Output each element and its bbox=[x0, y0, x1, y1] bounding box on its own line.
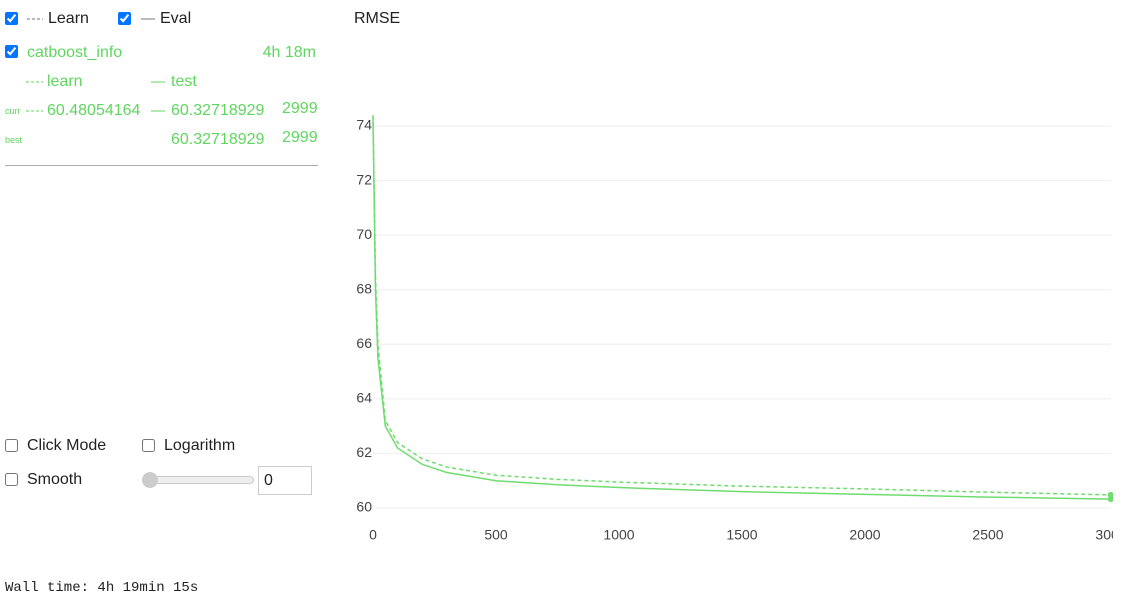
curr-learn: 60.48054164 bbox=[47, 102, 141, 119]
best-iteration: 2999 bbox=[282, 129, 318, 146]
x-tick-label: 3000 bbox=[1095, 527, 1113, 543]
x-tick-label: 2500 bbox=[972, 527, 1003, 543]
slider-thumb[interactable] bbox=[142, 472, 158, 488]
wall-time: Wall time: 4h 19min 15s bbox=[5, 580, 199, 596]
x-tick-label: 0 bbox=[369, 527, 377, 543]
y-tick-label: 64 bbox=[356, 390, 372, 406]
y-tick-label: 62 bbox=[356, 444, 372, 460]
smooth-slider[interactable] bbox=[150, 476, 254, 484]
curr-label: curr bbox=[5, 106, 21, 116]
y-tick-label: 68 bbox=[356, 280, 372, 296]
smooth-input[interactable]: 0 bbox=[258, 466, 312, 495]
logarithm-label: Logarithm bbox=[164, 437, 236, 454]
x-tick-label: 1000 bbox=[603, 527, 634, 543]
y-tick-label: 74 bbox=[356, 117, 372, 133]
learn-toggle: Learn bbox=[48, 10, 89, 27]
curr-test: 60.32718929 bbox=[171, 102, 265, 119]
smooth-label: Smooth bbox=[27, 471, 83, 488]
run-time: 4h 18m bbox=[262, 44, 316, 61]
series-line bbox=[372, 115, 1111, 496]
y-tick-label: 66 bbox=[356, 335, 372, 351]
smooth-value: 0 bbox=[264, 472, 273, 489]
test-label: test bbox=[171, 73, 197, 90]
eval-checkbox[interactable] bbox=[118, 12, 131, 25]
y-tick-label: 72 bbox=[356, 171, 372, 187]
legend-dashes bbox=[26, 18, 165, 112]
learn-checkbox[interactable] bbox=[5, 12, 18, 25]
x-tick-label: 2000 bbox=[849, 527, 880, 543]
y-tick-label: 60 bbox=[356, 499, 372, 515]
run-checkbox[interactable] bbox=[5, 45, 18, 58]
series-line bbox=[372, 117, 1111, 500]
run-name: catboost_info bbox=[27, 44, 123, 61]
eval-toggle: Eval bbox=[160, 10, 192, 27]
chart-title: RMSE bbox=[354, 10, 400, 27]
best-label: best bbox=[5, 135, 23, 145]
smooth-checkbox[interactable] bbox=[5, 473, 18, 486]
curr-iteration: 2999 bbox=[282, 100, 318, 117]
x-tick-label: 500 bbox=[484, 527, 508, 543]
learn-label: learn bbox=[47, 73, 83, 90]
y-tick-label: 70 bbox=[356, 226, 372, 242]
click-mode-label: Click Mode bbox=[27, 437, 107, 454]
best-test: 60.32718929 bbox=[171, 131, 265, 148]
x-tick-label: 1500 bbox=[726, 527, 757, 543]
end-marker bbox=[1107, 496, 1113, 503]
click-mode-checkbox[interactable] bbox=[5, 439, 18, 452]
divider bbox=[5, 165, 318, 166]
logarithm-checkbox[interactable] bbox=[142, 439, 155, 452]
